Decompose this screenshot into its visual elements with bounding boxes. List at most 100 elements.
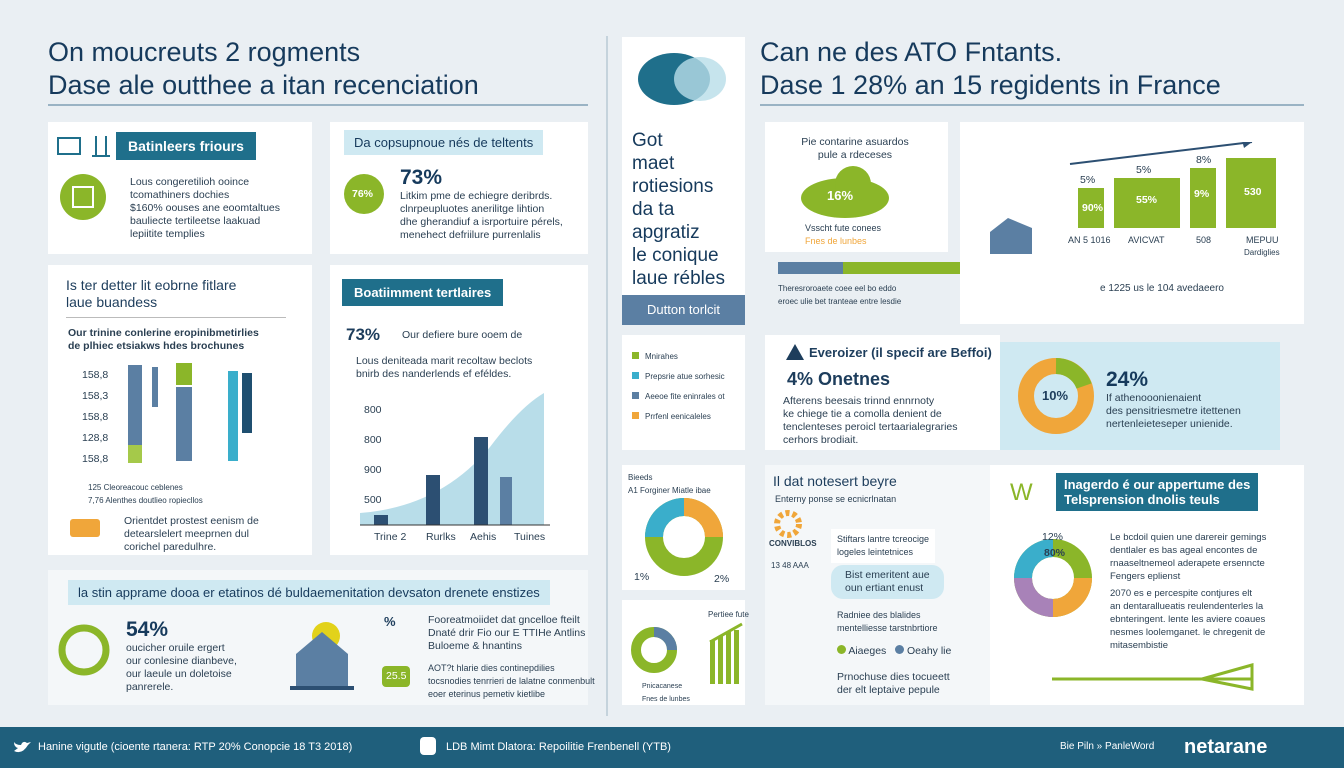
axis-label: 128,8: [82, 432, 109, 444]
gear-icon: [774, 510, 802, 538]
category: AVICVAT: [1128, 235, 1165, 245]
text: clnrpeupluotes anerilitge lihtion: [400, 203, 545, 215]
logo-mark: W: [1010, 479, 1033, 506]
swatch: [895, 645, 905, 654]
tick: 800: [364, 404, 382, 416]
text: our laeule un doletoise: [126, 668, 232, 680]
notes: 125 Cleoreacouc ceblenes 7,76 Alenthes do…: [88, 481, 203, 507]
mid-card: Il dat notesert beyre Enterny ponse se e…: [765, 465, 990, 705]
title-line: Dase ale outthee a itan recenciation: [48, 70, 479, 100]
text: Stiftars lantre tcreocige: [837, 534, 930, 544]
button[interactable]: Dutton torlcit: [622, 295, 745, 325]
card-title: Everoizer (il specif are Beffoi): [809, 345, 992, 360]
text: Afterens beesais trinnd ennrnoty: [783, 395, 935, 407]
box: Stiftars lantre tcreocige logeles leintet…: [831, 529, 936, 563]
brand: netarane: [1184, 736, 1268, 758]
footer: Hanine vigutle (cioente rtanera: RTP 20%…: [0, 727, 1344, 768]
footer-text: Hanine vigutle (cioente rtanera: RTP 20%…: [38, 741, 353, 753]
axis: 158,8 158,3 158,8 128,8 158,8: [82, 365, 108, 470]
pie-label: 80%: [1044, 547, 1066, 559]
text: Dnaté drir Fio our E TTIHe Antlins: [428, 627, 586, 639]
icon: [70, 519, 100, 537]
bar-top-label: 5%: [1080, 174, 1096, 186]
stat: 4% Onetnes: [787, 369, 891, 389]
text-block: If athenooonienaient des pensitriesmetre …: [1106, 392, 1241, 431]
panel-c: Is ter detter lit eobrne fitlare laue bua…: [48, 265, 312, 555]
donut: [1014, 539, 1092, 617]
text: menehect defriilure purrenlalis: [400, 229, 541, 241]
footer-text: Bie Piln » PanleWord: [1060, 741, 1155, 752]
text: Fnes de lunbes: [642, 696, 690, 703]
text: If athenooonienaient: [1106, 392, 1202, 404]
text: oucicher oruile ergert: [126, 642, 225, 654]
cloud: [801, 166, 889, 218]
card-title: Pie contarine asuardos pule a rdeceses: [785, 136, 925, 162]
bars-card: 5% 5% 8% 90% 55% 9% 530 AN 5 1016 AVICVA…: [960, 122, 1304, 324]
bar-label: 530: [1244, 186, 1262, 198]
stat: 24%: [1106, 368, 1149, 391]
bird-icon: [14, 741, 31, 753]
text-block: Prnochuse dies tocueett der elt leptaive …: [837, 671, 950, 697]
cloud-card: Pie contarine asuardos pule a rdeceses 16…: [765, 122, 948, 252]
legend-text: Aiaeges: [848, 645, 887, 657]
text: ke chiege tie a comolla denient de: [783, 408, 942, 420]
text: rotiesions: [632, 176, 714, 197]
text: AOT?t hlarie dies continepdilies: [428, 663, 555, 673]
text: 7,76 Alenthes doutlieo ropiecllos: [88, 496, 203, 505]
text-block: AOT?t hlarie dies continepdilies tocsnodi…: [428, 662, 595, 701]
subtitle: Our trinine conlerine eropinibmetirlies d…: [68, 327, 259, 353]
text-block: Afterens beesais trinnd ennrnoty ke chieg…: [783, 395, 958, 447]
warning-icon: [786, 344, 804, 360]
text: Fnes de lunbes: [805, 236, 867, 246]
text-block: Vsscht fute conees Fnes de lunbes: [805, 222, 881, 248]
panel-e: la stin apprame dooa er etatinos dé buld…: [48, 570, 595, 705]
bar-top-label: 5%: [1136, 164, 1152, 176]
text: oun ertiant enust: [845, 582, 924, 594]
text: apgratiz: [632, 222, 700, 243]
text: Enterny ponse se ecnicrlnatan: [775, 494, 897, 504]
text: Lous congeretilioh ooince: [130, 176, 250, 188]
text: Got: [632, 130, 663, 151]
symbol: %: [384, 614, 396, 629]
text: Vsscht fute conees: [805, 223, 882, 233]
text-block: Le bcdoil quien une darereir gemings dent…: [1110, 531, 1266, 583]
card-title: Bieeds A1 Forginer Miatle ibae: [628, 471, 711, 497]
badge: [344, 174, 384, 214]
text: nesmes loolemganet. le chregenit de: [1110, 627, 1266, 638]
text: Pnicacanese: [642, 683, 683, 690]
text: Bist emeritent aue: [845, 569, 930, 581]
pie-label: 1%: [634, 571, 650, 583]
panel-title: Is ter detter lit eobrne fitlare laue bua…: [66, 277, 236, 311]
insight-card: W Inagerdo é our appertume des Telsprensi…: [990, 465, 1304, 705]
axis-label: 158,8: [82, 369, 109, 381]
text: dhe gherandiuf a isrportuire pérels,: [400, 216, 563, 228]
title-line: laue buandess: [66, 294, 158, 310]
bar-decoration: [128, 363, 252, 463]
text: e 1225 us le 104 avedaeero: [1100, 283, 1224, 294]
text: Orientdet prostest eenism de: [124, 515, 259, 527]
rule: [760, 104, 1304, 106]
text-block: Fooreatmoiidet dat gncelloe fteilt Dnaté …: [428, 614, 585, 653]
text: eoer eterinus pemetiv kietlibe: [428, 689, 546, 699]
text: dentlaler es bas ageal encontes de: [1110, 545, 1258, 556]
axis-label: 158,8: [82, 411, 109, 423]
text: des pensitriesmetre itettenen: [1106, 405, 1241, 417]
text: panrerele.: [126, 681, 174, 693]
text: corichel paredulhre.: [124, 541, 217, 553]
category: Trine 2: [374, 531, 407, 543]
text: an dentarallueatis reulendenterles la: [1110, 601, 1264, 612]
text: A1 Forginer Miatle ibae: [628, 486, 711, 495]
stat: 73%: [400, 166, 443, 189]
text: Telsprension dnolis teuls: [1064, 492, 1220, 507]
tick: 500: [364, 494, 382, 506]
donut: [645, 498, 723, 576]
tick: 800: [364, 434, 382, 446]
warning-card: Everoizer (il specif are Beffoi) 4% Onet…: [765, 335, 1000, 450]
bars-decoration: [990, 142, 1276, 254]
text: 125 Cleoreacouc ceblenes: [88, 483, 183, 492]
rule: [48, 104, 588, 106]
text: bauliecte tertileetse laakuad: [130, 215, 261, 227]
swatch: [632, 352, 639, 359]
text: Our trinine conlerine eropinibmetirlies: [68, 327, 259, 339]
